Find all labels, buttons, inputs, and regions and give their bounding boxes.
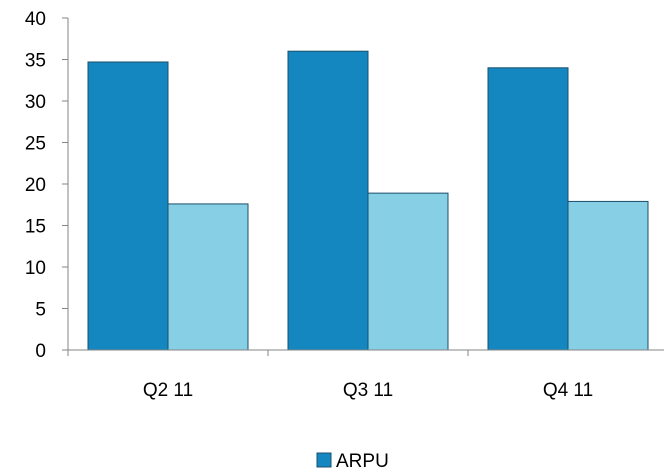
bars — [87, 50, 649, 351]
y-tick-label: 40 — [25, 9, 46, 30]
bar-series1-1 — [367, 192, 449, 351]
bar-series0-1 — [287, 50, 369, 351]
bar-series1-0 — [167, 203, 249, 351]
x-tick-label: Q3 11 — [343, 380, 393, 401]
y-tick-label: 35 — [25, 51, 46, 72]
legend-swatch-arpu — [316, 452, 332, 468]
x-tick-label: Q4 11 — [543, 380, 593, 401]
legend-label-arpu: ARPU — [336, 451, 389, 472]
bar-series1-2 — [567, 200, 649, 351]
y-tick-label: 0 — [35, 341, 46, 362]
y-tick-label: 25 — [25, 134, 46, 155]
x-axis: Q2 11 Q3 11 Q4 11 — [67, 349, 664, 401]
bar-series0-2 — [487, 67, 569, 351]
y-tick-label: 15 — [25, 217, 46, 238]
y-tick-label: 30 — [25, 92, 46, 113]
y-axis: 0 5 10 15 20 25 30 35 40 — [25, 9, 69, 362]
y-tick-label: 5 — [35, 300, 46, 321]
y-tick-label: 20 — [25, 175, 46, 196]
legend: ARPU — [316, 451, 389, 472]
y-tick-label: 10 — [25, 258, 46, 279]
x-tick-label: Q2 11 — [143, 380, 193, 401]
bar-series0-0 — [87, 61, 169, 351]
